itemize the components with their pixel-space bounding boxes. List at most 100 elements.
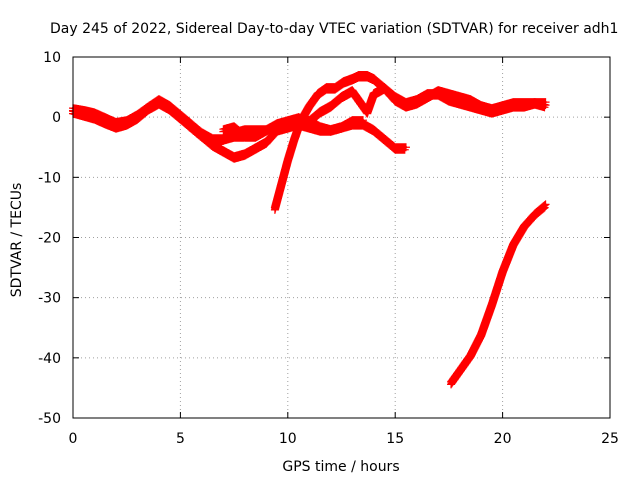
data-point (372, 91, 375, 95)
data-point (222, 149, 225, 152)
data-point (415, 97, 418, 101)
data-point (93, 115, 96, 119)
data-point (383, 85, 386, 89)
data-point (254, 128, 257, 131)
data-point (232, 155, 236, 158)
data-point (469, 103, 472, 107)
y-axis-label: SDTVAR / TECUs (9, 183, 25, 298)
data-point (254, 134, 257, 137)
data-point (404, 146, 408, 149)
data-point (308, 118, 311, 122)
data-point (275, 121, 279, 125)
chart-title: Day 245 of 2022, Sidereal Day-to-day VTE… (50, 21, 618, 37)
data-point (490, 109, 494, 113)
data-point (179, 115, 182, 119)
data-point (357, 97, 360, 101)
y-tick-label: 10 (43, 50, 61, 66)
data-point (501, 106, 504, 110)
data-point (533, 100, 537, 104)
data-point (366, 109, 369, 113)
data-point (293, 137, 296, 140)
data-point (340, 124, 343, 128)
data-point (222, 128, 225, 131)
data-point (273, 206, 277, 209)
data-point (265, 140, 268, 143)
data-point (318, 124, 322, 128)
data-point (82, 112, 85, 116)
data-point (211, 143, 214, 146)
data-point (200, 134, 204, 137)
series-markers (270, 71, 550, 214)
data-point (357, 73, 360, 77)
data-point (469, 97, 472, 101)
y-tick-label: -20 (38, 231, 61, 247)
data-point (114, 124, 118, 128)
data-point (316, 91, 320, 95)
data-point (333, 85, 337, 89)
x-tick-label: 10 (279, 431, 297, 447)
data-point (436, 91, 440, 95)
data-point (308, 103, 311, 107)
data-point (394, 94, 397, 98)
y-tick-label: -30 (38, 291, 61, 307)
data-point (383, 137, 386, 140)
data-point (361, 118, 365, 122)
y-tick-label: -40 (38, 351, 61, 367)
data-point (458, 368, 461, 372)
data-point (329, 103, 332, 107)
data-point (522, 224, 526, 227)
data-point (243, 152, 247, 155)
data-point (286, 158, 289, 161)
data-point (447, 97, 451, 101)
series-track-6 (305, 83, 550, 127)
data-point (490, 302, 494, 305)
data-point (168, 106, 171, 110)
data-point (501, 269, 504, 272)
data-point (280, 182, 283, 185)
data-point (342, 79, 345, 83)
data-point (479, 332, 483, 335)
x-tick-label: 25 (601, 431, 619, 447)
data-point (351, 88, 354, 92)
data-point (544, 103, 547, 107)
data-point (522, 103, 526, 107)
data-point (351, 76, 354, 80)
data-point (512, 103, 515, 107)
data-point (125, 121, 128, 125)
data-point (449, 380, 453, 384)
plot-area (69, 71, 550, 389)
data-point (372, 128, 375, 131)
data-point (458, 94, 461, 98)
data-point (318, 109, 322, 113)
data-point (544, 203, 547, 206)
series-markers (447, 200, 550, 389)
data-point (366, 73, 369, 77)
data-point (479, 106, 483, 110)
data-point (299, 118, 302, 122)
y-tick-label: -50 (38, 411, 61, 427)
x-tick-label: 15 (386, 431, 404, 447)
data-point (512, 242, 515, 245)
series-track-5 (270, 71, 550, 214)
data-point (146, 106, 150, 110)
data-point (329, 128, 332, 131)
data-point (325, 85, 328, 89)
data-point (351, 118, 354, 122)
data-point (469, 353, 472, 357)
data-point (394, 146, 397, 149)
data-point (458, 100, 461, 104)
data-point (340, 94, 343, 98)
data-point (243, 134, 247, 137)
data-point (222, 137, 225, 140)
data-point (533, 212, 537, 215)
data-point (372, 76, 375, 80)
axis-ticks: 0 5 10 15 20 25 10 0 -10 -20 -30 -40 -50 (38, 50, 619, 447)
data-point (447, 91, 451, 95)
data-point (189, 124, 193, 128)
data-point (104, 120, 107, 124)
data-point (286, 118, 289, 122)
y-tick-label: -10 (38, 170, 61, 186)
x-axis-label: GPS time / hours (282, 459, 399, 475)
data-point (265, 128, 268, 131)
